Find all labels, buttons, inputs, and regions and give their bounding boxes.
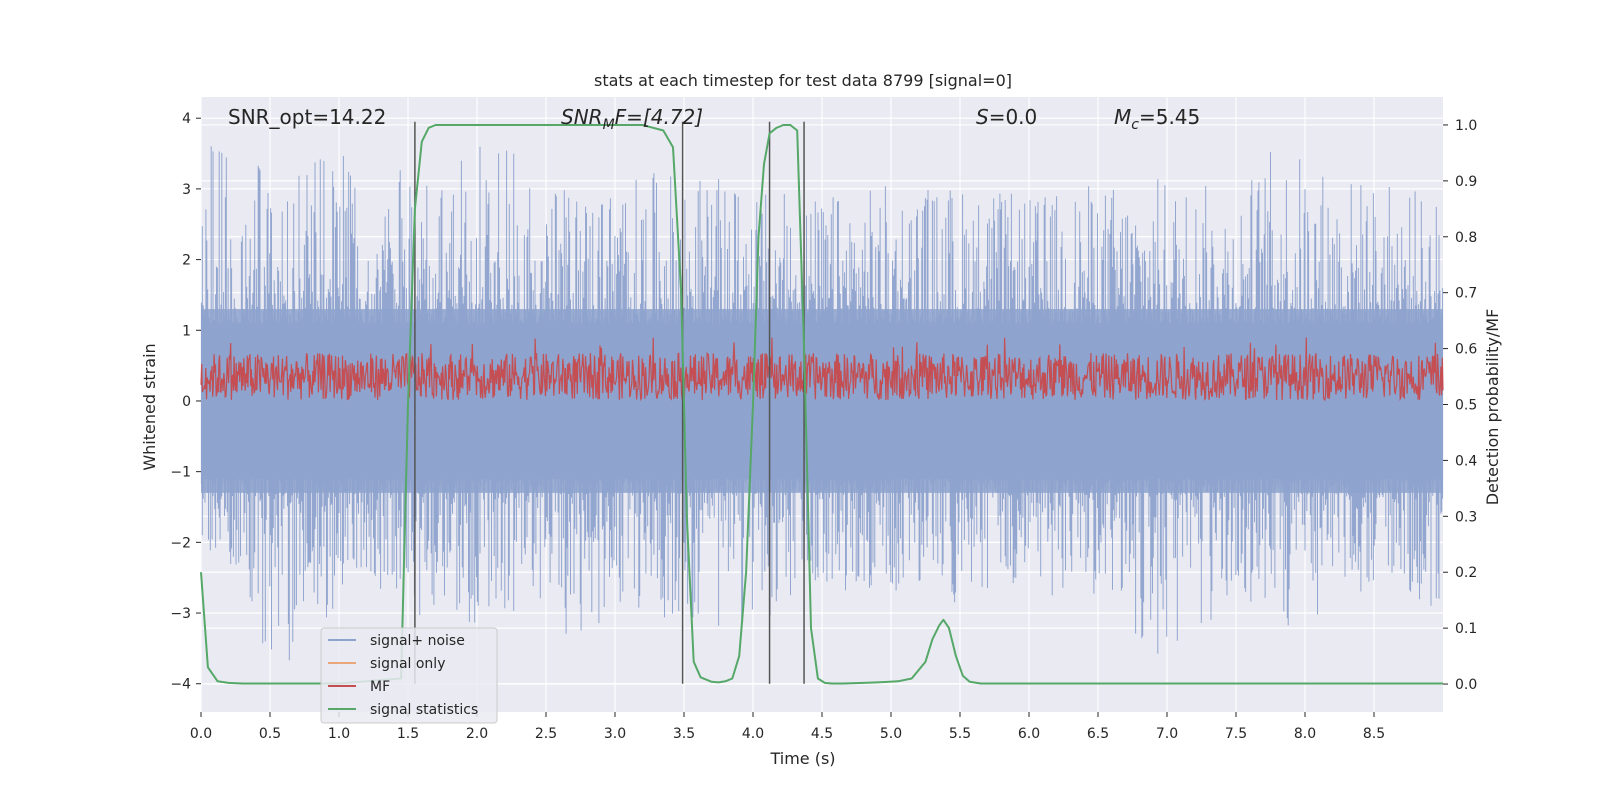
y2-tick-label-3: 0.7 <box>1455 286 1477 302</box>
signal-statistics-line <box>200 124 1443 685</box>
annotation-snr-mf-rest: F=[4.72] <box>615 105 703 129</box>
annotation-snr-opt: SNR_opt=14.22 <box>228 105 386 129</box>
x-tick-labels: 0.0 0.5 1.0 1.5 2.0 2.5 3.0 3.5 4.0 4.5 5.0 5.5 6.0 6… <box>190 712 1385 742</box>
legend: signal+ noise signal only MF signal stat… <box>320 627 498 724</box>
y-tick-label-6: −2 <box>170 535 191 551</box>
y-tick-label-8: −4 <box>170 677 191 693</box>
legend-label-mf: MF <box>370 679 390 695</box>
annotation-mc-sub: c <box>1131 117 1139 133</box>
y2-tick-label-2: 0.8 <box>1455 230 1477 246</box>
y2-axis-title: Detection probability/MF <box>1483 309 1502 506</box>
x-tick-label-15: 7.5 <box>1225 726 1247 742</box>
y-tick-label-2: 2 <box>182 253 191 269</box>
x-tick-label-7: 3.5 <box>673 726 695 742</box>
x-tick-label-0: 0.0 <box>190 726 212 742</box>
annotation-s-main: S <box>976 105 989 129</box>
x-tick-label-1: 0.5 <box>259 726 281 742</box>
chart-title: stats at each timestep for test data 879… <box>594 71 1012 90</box>
y-tick-label-7: −3 <box>170 606 191 622</box>
y2-tick-label-7: 0.3 <box>1455 509 1477 525</box>
annotation-snr-mf-sub: M <box>603 117 615 133</box>
signal-statistics-series <box>200 124 1443 685</box>
annotation-snr-mf-main: SNR <box>561 105 603 129</box>
y-tick-label-3: 1 <box>182 323 191 339</box>
y2-tick-label-5: 0.5 <box>1455 398 1477 414</box>
x-tick-label-17: 8.5 <box>1363 726 1385 742</box>
y-axis-title: Whitened strain <box>140 343 159 470</box>
y2-tick-label-8: 0.2 <box>1455 565 1477 581</box>
annotation-s-rest: =0.0 <box>989 105 1038 129</box>
y2-tick-labels: 1.0 0.9 0.8 0.7 0.6 0.5 0.4 0.3 0.2 0.1 0.0 <box>1443 118 1477 693</box>
y2-tick-label-10: 0.0 <box>1455 677 1477 693</box>
x-tick-label-2: 1.0 <box>328 726 350 742</box>
annotation-mc: Mc=5.45 <box>1114 105 1200 133</box>
annotation-s: S=0.0 <box>976 105 1037 129</box>
y2-tick-label-0: 1.0 <box>1455 118 1477 134</box>
y2-tick-label-6: 0.4 <box>1455 453 1477 469</box>
y-tick-label-1: 3 <box>182 182 191 198</box>
annotation-snr-mf: SNRMF=[4.72] <box>561 105 703 133</box>
legend-label-signal-only: signal only <box>370 656 445 672</box>
y-tick-labels: 4 3 2 1 0 −1 −2 −3 −4 <box>170 111 201 693</box>
x-tick-label-5: 2.5 <box>535 726 557 742</box>
x-tick-label-4: 2.0 <box>466 726 488 742</box>
x-tick-label-3: 1.5 <box>397 726 419 742</box>
y2-tick-label-9: 0.1 <box>1455 621 1477 637</box>
x-tick-label-8: 4.0 <box>742 726 764 742</box>
y2-tick-label-1: 0.9 <box>1455 174 1477 190</box>
y-tick-label-4: 0 <box>182 394 191 410</box>
annotation-mc-main: M <box>1114 105 1131 129</box>
x-tick-label-6: 3.0 <box>604 726 626 742</box>
legend-label-signal-statistics: signal statistics <box>370 702 478 718</box>
y-tick-label-5: −1 <box>170 465 191 481</box>
x-axis-title: Time (s) <box>769 749 835 768</box>
y-tick-label-0: 4 <box>182 111 191 127</box>
x-tick-label-16: 8.0 <box>1294 726 1316 742</box>
annotation-mc-rest: =5.45 <box>1139 105 1200 129</box>
legend-label-signal-noise: signal+ noise <box>370 633 465 649</box>
y2-tick-label-4: 0.6 <box>1455 342 1477 358</box>
x-tick-label-14: 7.0 <box>1156 726 1178 742</box>
x-tick-label-10: 5.0 <box>880 726 902 742</box>
legend-box <box>320 627 498 724</box>
x-tick-label-13: 6.5 <box>1087 726 1109 742</box>
x-tick-label-9: 4.5 <box>811 726 833 742</box>
x-tick-label-11: 5.5 <box>949 726 971 742</box>
x-tick-label-12: 6.0 <box>1018 726 1040 742</box>
